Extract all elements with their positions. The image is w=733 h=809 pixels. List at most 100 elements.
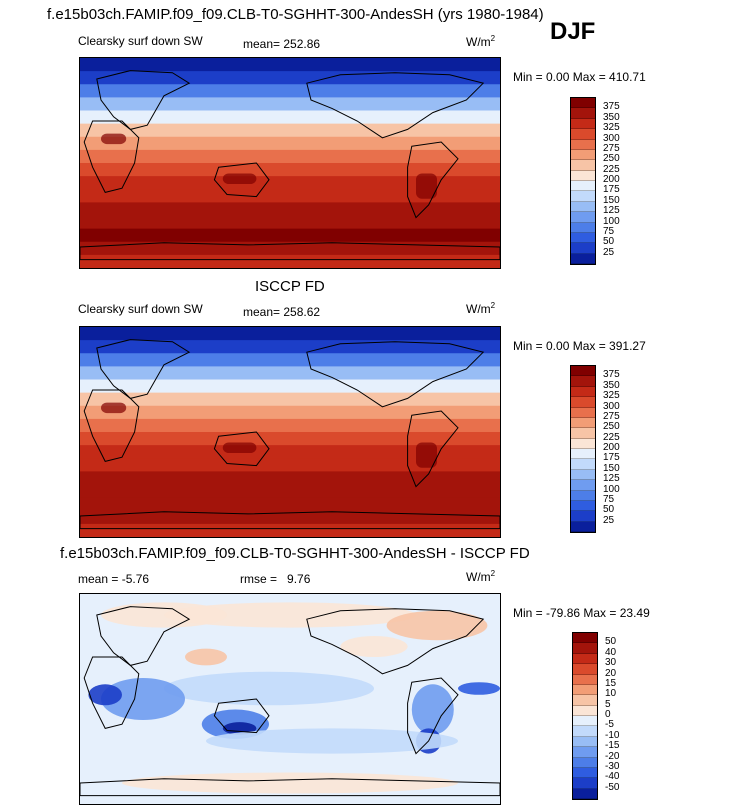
obs-zonal-band [80,432,500,446]
obs-colorbar-tick: 50 [603,504,615,516]
model-zonal-band [80,228,500,243]
model-zonal-band [80,110,500,125]
diff-colorbar-cell [573,643,597,654]
obs-zonal-band [80,366,500,381]
diff-coastline-europe-asia [306,608,485,675]
obs-colorbar-tick: 100 [603,483,620,495]
diff-colorbar-tick: 40 [605,646,617,658]
obs-mean-text: mean= 258.62 [243,305,321,319]
model-colorbar-cell [571,170,595,181]
model-colorbar-cell [571,181,595,192]
obs-colorbar-tick: 350 [603,379,620,391]
model-land-anomaly [416,173,437,199]
diff-colorbar-tick: 10 [605,688,617,700]
obs-coastline-africa [83,389,140,462]
model-zonal-band [80,123,500,138]
model-coastline-antarctica [80,242,500,261]
diff-min-max: Min = -79.86 Max = 23.49 [513,606,650,620]
obs-colorbar: 375 350 325 300 275 250 225 200 175 150 125 100 75 50… [570,365,620,533]
model-map [79,57,501,269]
obs-coastline-europe-asia [306,341,485,408]
diff-colorbar-cell [573,736,597,748]
diff-colorbar-tick: 5 [605,698,611,710]
diff-rmse-text: rmse = 9.76 [240,572,311,586]
diff-colorbar-tick: -50 [605,781,620,793]
model-colorbar-tick: 50 [603,236,615,248]
obs-zonal-band [80,327,500,341]
diff-colorbar: 50 40 30 20 15 10 5 0 -5 -10 -15 -20 -30 -40 -50 [572,632,619,800]
diff-colorbar-tick: -10 [605,729,620,741]
model-colorbar-tick: 250 [603,153,620,165]
obs-colorbar-tick: 200 [603,442,620,453]
obs-colorbar-cell [571,469,595,481]
obs-colorbar-cell [571,459,595,470]
diff-colorbar-tick: -20 [605,750,620,762]
model-coastline-australia [213,162,270,198]
model-zonal-band [80,254,500,268]
obs-colorbar-cell [571,386,595,398]
obs-land-anomaly [222,442,257,453]
obs-colorbar-tick: 325 [603,390,620,402]
obs-zonal-band [80,497,500,512]
obs-colorbar-tick: 250 [603,421,620,433]
diff-anomaly-region [164,602,416,628]
model-zonal-band [80,189,500,203]
model-colorbar-tick: 300 [603,132,620,144]
obs-map-svg [80,327,500,537]
model-colorbar-tick: 350 [603,111,620,123]
diff-colorbar-tick: 0 [605,709,611,720]
model-zonal-band [80,215,500,230]
obs-land-anomaly [416,442,437,468]
model-zonal-band [80,84,500,98]
diff-coastline-north-america [96,606,191,666]
model-mean-text: mean= 252.86 [243,37,321,51]
obs-colorbar-tick: 300 [603,400,620,412]
model-units: W/m2 [466,34,496,49]
model-colorbar-cell [571,201,595,213]
obs-colorbar-cell [571,428,595,439]
obs-colorbar-tick: 25 [603,514,615,526]
diff-colorbar-cell [573,767,597,779]
model-colorbar-tick: 75 [603,225,615,237]
model-colorbar-tick: 325 [603,122,620,134]
model-zonal-band [80,176,500,190]
diff-anomaly-region [164,671,374,706]
model-panel-title: f.e15b03ch.FAMIP.f09_f09.CLB-T0-SGHHT-30… [47,6,544,23]
obs-colorbar-tick: 375 [603,369,620,381]
diff-anomaly-region [340,636,408,657]
model-colorbar-cell [571,160,595,171]
model-colorbar-cell [571,129,595,140]
model-land-anomaly [222,173,257,184]
model-colorbar-cell [571,253,595,264]
obs-colorbar-tick: 75 [603,493,615,505]
diff-colorbar-tick: 30 [605,657,617,669]
obs-colorbar-cell [571,511,595,522]
diff-colorbar-tick: 50 [605,636,617,648]
model-field-label: Clearsky surf down SW [78,34,203,48]
diff-colorbar-cell [573,684,597,696]
model-colorbar-cell [571,222,595,233]
model-zonal-band [80,136,500,151]
obs-zonal-band [80,523,500,537]
diff-colorbar-tick: 15 [605,677,617,689]
model-colorbar-tick: 125 [603,205,620,217]
obs-colorbar-cell [571,490,595,501]
obs-zonal-band [80,484,500,499]
model-colorbar-cell [571,191,595,202]
diff-coastline-south-america [407,677,459,755]
obs-coastline-australia [213,431,270,467]
diff-colorbar-cell [573,674,597,685]
model-coastline-south-america [407,141,459,219]
obs-colorbar-cell [571,449,595,460]
diff-coastline-australia [213,698,270,734]
obs-colorbar-cell [571,500,595,512]
model-colorbar-cell [571,232,595,244]
model-colorbar-tick: 225 [603,163,620,175]
diff-colorbar-cell [573,778,597,789]
obs-colorbar-tick: 175 [603,452,620,464]
obs-panel-title: ISCCP FD [255,278,325,295]
obs-colorbar-cell [571,417,595,429]
diff-colorbar-cell [573,695,597,706]
obs-colorbar-cell [571,397,595,408]
model-zonal-band [80,202,500,217]
